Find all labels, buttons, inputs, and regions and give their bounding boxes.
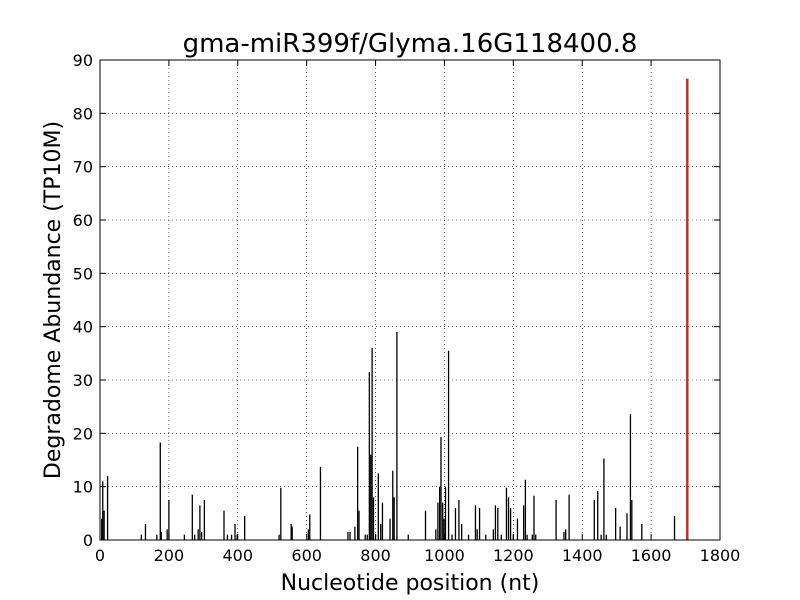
y-tick-label: 40: [73, 318, 93, 337]
y-tick-label: 90: [73, 51, 93, 70]
y-tick-label: 10: [73, 478, 93, 497]
x-tick-label: 200: [154, 546, 185, 565]
x-tick-label: 1000: [424, 546, 465, 565]
y-tick-label: 50: [73, 264, 93, 283]
x-tick-label: 0: [95, 546, 105, 565]
bar-series-abundance: [101, 332, 676, 540]
y-tick-label: 0: [83, 531, 93, 550]
x-tick-label: 1400: [562, 546, 603, 565]
x-tick-label: 1200: [493, 546, 534, 565]
x-tick-label: 1600: [631, 546, 672, 565]
x-tick-label: 600: [291, 546, 322, 565]
y-axis-ticks: 0 10 20 30 40 50 60 70 80 90: [73, 51, 720, 550]
chart-title: gma-miR399f/Glyma.16G118400.8: [183, 29, 638, 59]
grid-lines: [99, 59, 721, 541]
y-tick-label: 30: [73, 371, 93, 390]
y-tick-label: 20: [73, 424, 93, 443]
plot-frame: [99, 59, 721, 541]
y-tick-label: 80: [73, 104, 93, 123]
y-tick-label: 70: [73, 158, 93, 177]
y-tick-label: 60: [73, 211, 93, 230]
x-tick-label: 400: [223, 546, 254, 565]
x-axis-label: Nucleotide position (nt): [281, 571, 540, 596]
x-axis-ticks: 0 200 400 600 800 1000 1200 1400 1600 1800: [95, 60, 740, 565]
x-tick-label: 1800: [700, 546, 741, 565]
y-axis-label: Degradome Abundance (TP10M): [41, 121, 66, 479]
x-tick-label: 800: [360, 546, 391, 565]
